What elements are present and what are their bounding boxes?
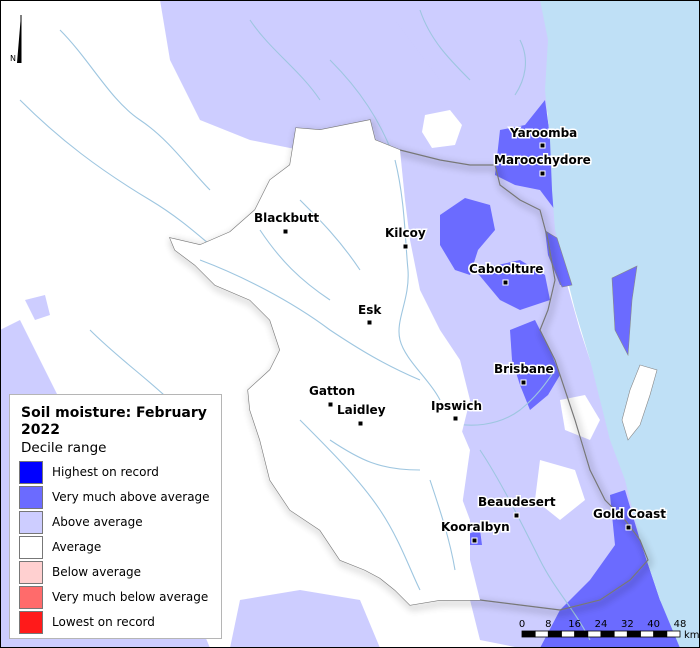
town-label-kilcoy: Kilcoy xyxy=(385,226,426,240)
scale-bar-tick-label: 48 xyxy=(674,619,687,630)
legend-label: Below average xyxy=(52,565,142,579)
legend-item-very-much-above: Very much above average xyxy=(19,486,219,510)
town-label-esk: Esk xyxy=(358,303,382,317)
legend-swatch xyxy=(19,536,43,559)
stradbroke-island xyxy=(621,364,658,441)
legend-label: Above average xyxy=(52,515,143,529)
town-marker-brisbane xyxy=(520,379,527,386)
town-marker-laidley xyxy=(357,420,364,427)
legend-label: Very much above average xyxy=(52,490,210,504)
town-marker-kooralbyn xyxy=(471,537,478,544)
scale-bar-segment xyxy=(534,630,549,638)
legend-label: Highest on record xyxy=(52,465,159,479)
town-marker-gold-coast xyxy=(625,524,632,531)
town-label-laidley: Laidley xyxy=(337,403,386,417)
town-marker-beaudesert xyxy=(513,512,520,519)
scale-bar-segment xyxy=(600,630,615,638)
town-label-blackbutt: Blackbutt xyxy=(254,211,319,225)
above-average-sw xyxy=(230,590,380,648)
very-much-above-caboolture xyxy=(475,260,550,310)
scale-bar-segment xyxy=(574,630,589,638)
scale-bar-segment xyxy=(626,630,641,638)
scale-bar-tick-label: 32 xyxy=(621,619,634,630)
town-marker-gatton xyxy=(327,401,334,408)
scale-bar-tick-label: 8 xyxy=(545,619,551,630)
scale-bar-segment xyxy=(547,630,562,638)
scale-bar-segment xyxy=(587,630,602,638)
town-marker-blackbutt xyxy=(282,228,289,235)
legend-label: Very much below average xyxy=(52,590,209,604)
legend-label: Average xyxy=(52,540,102,554)
scale-bar-segment xyxy=(666,630,681,638)
region-fill xyxy=(170,120,480,605)
average-hole-1 xyxy=(422,110,462,148)
town-label-gatton: Gatton xyxy=(309,384,355,398)
legend-item-lowest: Lowest on record xyxy=(19,611,219,635)
scale-unit: km xyxy=(684,630,700,641)
town-label-beaudesert: Beaudesert xyxy=(478,495,556,509)
average-hole-3 xyxy=(535,460,585,520)
town-marker-caboolture xyxy=(502,279,509,286)
bribie-island xyxy=(546,231,573,288)
legend: Soil moisture: February 2022 Decile rang… xyxy=(9,394,222,639)
town-marker-esk xyxy=(366,319,373,326)
very-much-above-brisbane xyxy=(510,320,560,410)
town-label-yaroomba: Yaroomba xyxy=(509,126,577,140)
scale-bar-segment xyxy=(653,630,668,638)
scale-bar-segment xyxy=(640,630,655,638)
legend-item-very-much-below: Very much below average xyxy=(19,586,219,610)
scale-bar-segment xyxy=(613,630,628,638)
legend-title: Soil moisture: February 2022 xyxy=(21,405,207,438)
legend-swatch xyxy=(19,461,43,484)
scale-bar-tick-label: 16 xyxy=(568,619,581,630)
town-marker-kilcoy xyxy=(402,243,409,250)
legend-swatch xyxy=(19,511,43,534)
scale-bar-segment xyxy=(561,630,576,638)
town-label-brisbane: Brisbane xyxy=(494,362,554,376)
legend-swatch xyxy=(19,611,43,634)
town-label-caboolture: Caboolture xyxy=(469,262,543,276)
scale-bar-tick-label: 40 xyxy=(647,619,660,630)
town-marker-ipswich xyxy=(452,415,459,422)
town-marker-yaroomba xyxy=(539,142,546,149)
very-much-above-kilcoy-east xyxy=(440,198,495,275)
very-much-above-gold-coast xyxy=(540,490,690,648)
legend-label: Lowest on record xyxy=(52,615,155,629)
scale-bar-tick-label: 0 xyxy=(519,619,525,630)
legend-item-average: Average xyxy=(19,536,219,560)
very-much-above-coast-north xyxy=(495,100,555,210)
town-label-kooralbyn: Kooralbyn xyxy=(441,520,510,534)
legend-item-above: Above average xyxy=(19,511,219,535)
legend-swatch xyxy=(19,486,43,509)
town-markers xyxy=(282,142,632,544)
town-label-gold-coast: Gold Coast xyxy=(593,507,666,521)
above-average-north-east xyxy=(380,0,545,110)
scale-bar-segment xyxy=(521,630,536,638)
legend-item-highest: Highest on record xyxy=(19,461,219,485)
town-label-ipswich: Ipswich xyxy=(431,399,482,413)
legend-swatch xyxy=(19,586,43,609)
north-arrow-label: N xyxy=(10,54,16,63)
region-rivers xyxy=(199,159,456,591)
scale-bar-tick-label: 24 xyxy=(595,619,608,630)
north-arrow-icon: N xyxy=(10,15,22,63)
above-average-west-patch xyxy=(25,295,50,320)
moreton-island xyxy=(611,265,638,357)
legend-swatch xyxy=(19,561,43,584)
town-marker-maroochydore xyxy=(539,170,546,177)
legend-item-below: Below average xyxy=(19,561,219,585)
legend-subtitle: Decile range xyxy=(21,440,107,456)
town-label-maroochydore: Maroochydore xyxy=(494,153,591,167)
scale-bar: 0 8 16 24 32 40 48 km xyxy=(519,619,700,641)
